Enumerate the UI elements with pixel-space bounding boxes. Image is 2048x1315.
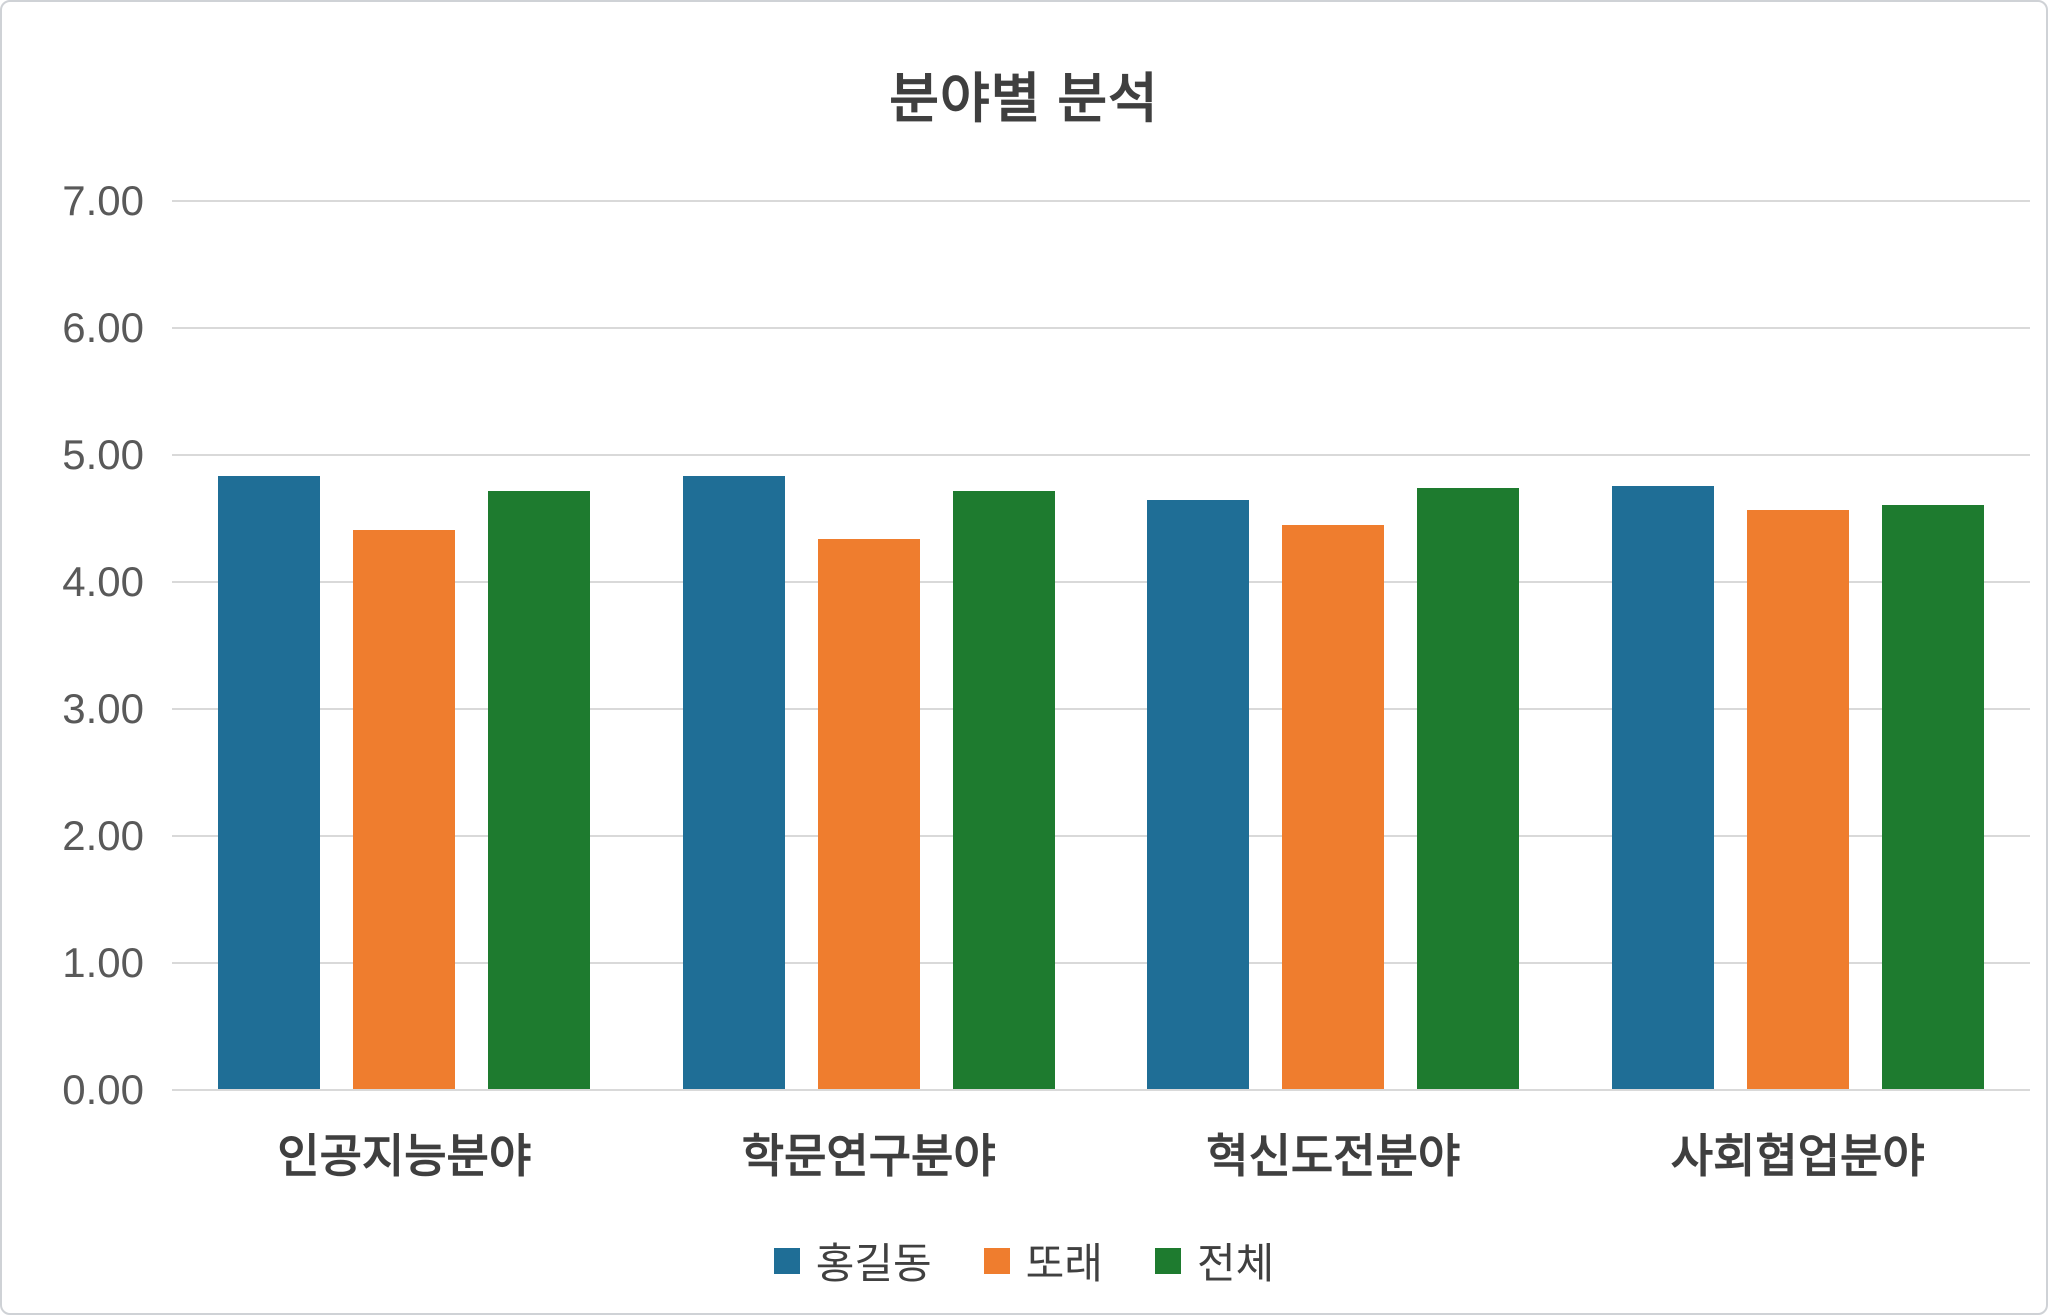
bar-홍길동-혁신도전분야 (1147, 499, 1250, 1089)
bar-전체-혁신도전분야 (1417, 488, 1520, 1089)
x-category-label: 사회협업분야 (1670, 1130, 1925, 1182)
y-tick-label: 2.00 (62, 812, 144, 859)
legend-label: 홍길동 (815, 1240, 932, 1287)
legend: 홍길동 또래 전체 (2, 1230, 2046, 1291)
x-axis: 인공지능분야 학문연구분야 혁신도전분야 사회협업분야 (172, 1120, 2030, 1186)
chart-title: 분야별 분석 (889, 69, 1159, 129)
legend-item-전체: 전체 (1154, 1230, 1275, 1291)
gridline (172, 708, 2030, 710)
bar-또래-인공지능분야 (353, 530, 456, 1089)
bar-전체-학문연구분야 (952, 490, 1055, 1089)
legend-item-홍길동: 홍길동 (773, 1230, 932, 1291)
gridline (172, 454, 2030, 456)
legend-swatch-icon (773, 1247, 800, 1274)
y-tick-label: 6.00 (62, 304, 144, 351)
bar-group (1101, 200, 1566, 1089)
x-category-label: 인공지능분야 (277, 1130, 532, 1182)
gridline (172, 327, 2030, 329)
gridline (172, 581, 2030, 583)
y-tick-label: 0.00 (62, 1066, 144, 1113)
legend-swatch-icon (1154, 1247, 1181, 1274)
bar-group (1566, 200, 2031, 1089)
y-axis: 0.00 1.00 2.00 3.00 4.00 5.00 6.00 7.00 (20, 177, 150, 1113)
bar-또래-혁신도전분야 (1282, 525, 1385, 1089)
legend-swatch-icon (983, 1247, 1010, 1274)
y-tick-label: 5.00 (62, 431, 144, 478)
plot-area (172, 200, 2030, 1091)
legend-label: 전체 (1196, 1240, 1275, 1287)
x-category-label: 학문연구분야 (741, 1130, 996, 1182)
bar-groups (172, 200, 2030, 1089)
y-tick-label: 4.00 (62, 558, 144, 605)
y-tick-label: 7.00 (62, 177, 144, 224)
legend-item-또래: 또래 (983, 1230, 1103, 1291)
bar-홍길동-사회협업분야 (1611, 485, 1714, 1089)
bar-전체-사회협업분야 (1881, 504, 1984, 1089)
bar-group (637, 200, 1102, 1089)
bar-홍길동-학문연구분야 (682, 475, 785, 1089)
gridline (172, 835, 2030, 837)
bar-group (172, 200, 637, 1089)
x-category-label: 혁신도전분야 (1206, 1130, 1461, 1182)
legend-label: 또래 (1025, 1240, 1103, 1287)
y-tick-label: 3.00 (62, 685, 144, 732)
bar-홍길동-인공지능분야 (218, 475, 321, 1089)
bar-또래-학문연구분야 (817, 539, 920, 1089)
bar-또래-사회협업분야 (1746, 509, 1849, 1089)
y-tick-label: 1.00 (62, 939, 144, 986)
gridline (172, 200, 2030, 202)
gridline (172, 962, 2030, 964)
bar-전체-인공지능분야 (488, 490, 591, 1089)
gridline (172, 1089, 2030, 1091)
